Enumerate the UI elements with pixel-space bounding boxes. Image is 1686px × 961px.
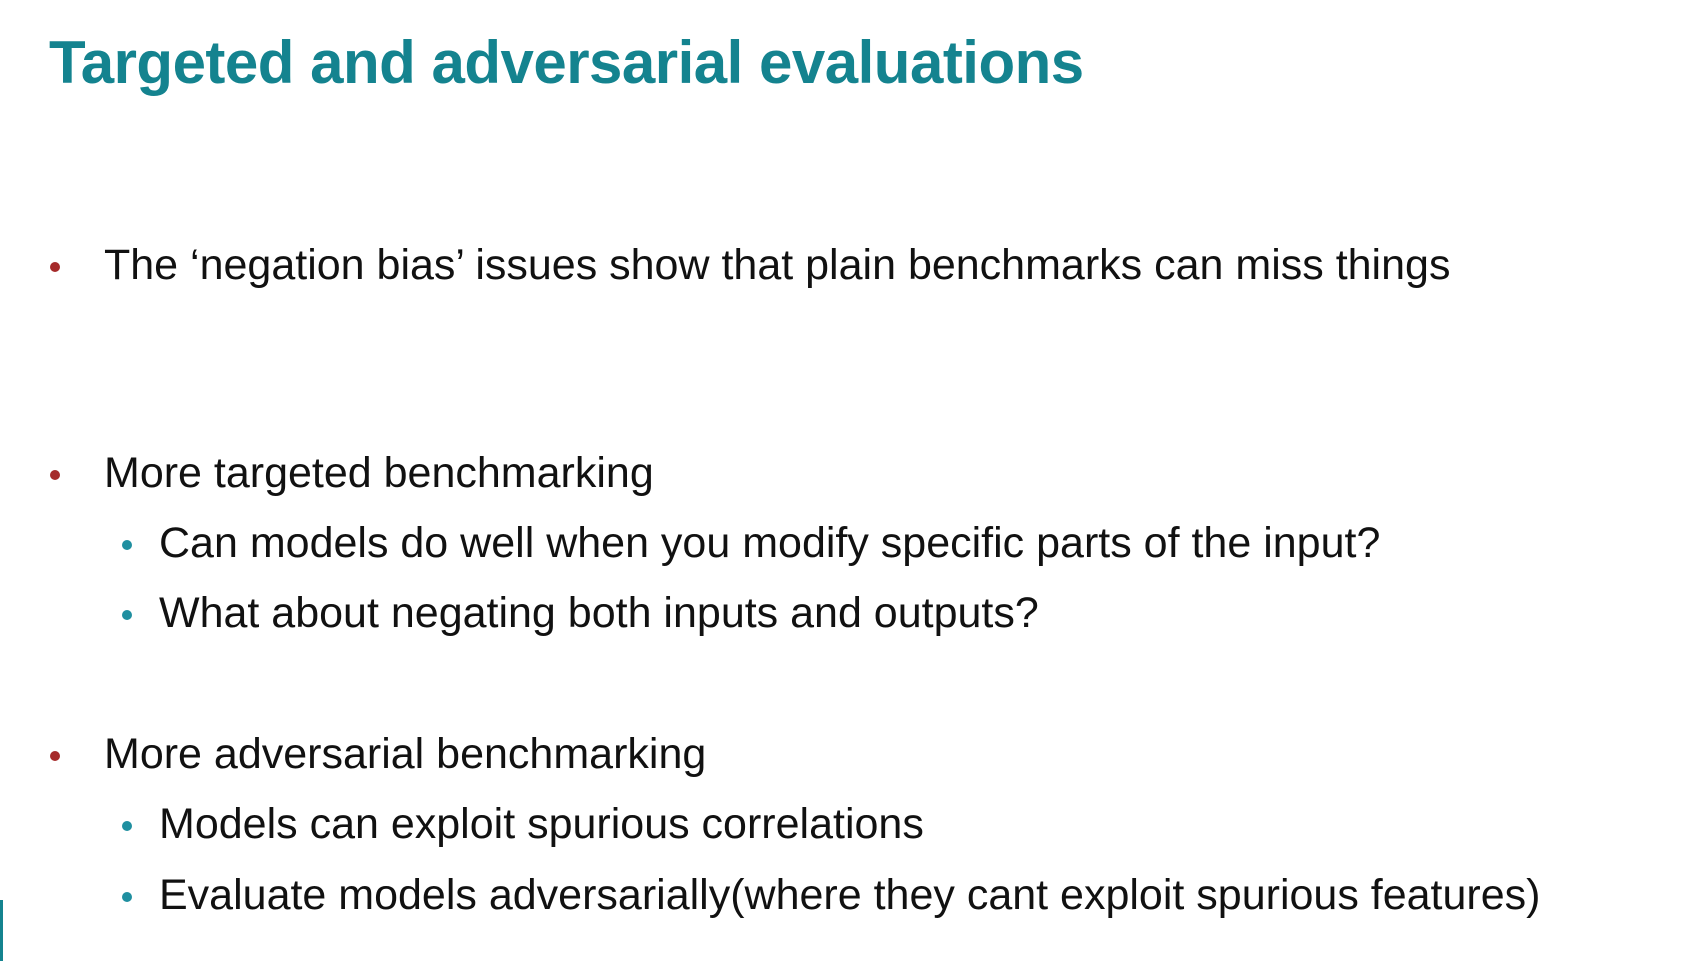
bullet-negation-bias: The ‘negation bias’ issues show that pla… (50, 244, 1450, 287)
sub-bullet-dot-icon (122, 820, 132, 831)
sub-bullet-text: Models can exploit spurious correlations (159, 800, 924, 848)
bullet-dot-icon (50, 750, 60, 761)
slide-title: Targeted and adversarial evaluations (49, 29, 1084, 96)
bullet-adversarial-benchmarking: More adversarial benchmarking (50, 733, 706, 776)
sub-bullet-evaluate-adversarially: Evaluate models adversarially(where they… (122, 874, 1540, 917)
sub-bullet-negating-inputs-outputs: What about negating both inputs and outp… (122, 592, 1039, 635)
bullet-targeted-benchmarking: More targeted benchmarking (50, 452, 654, 495)
accent-bar (0, 900, 3, 961)
bullet-dot-icon (50, 261, 60, 272)
bullet-text: The ‘negation bias’ issues show that pla… (104, 241, 1451, 289)
sub-bullet-spurious-correlations: Models can exploit spurious correlations (122, 803, 924, 846)
sub-bullet-dot-icon (122, 891, 132, 902)
bullet-dot-icon (50, 469, 60, 480)
sub-bullet-text: Evaluate models adversarially(where they… (159, 871, 1541, 919)
sub-bullet-text: Can models do well when you modify speci… (159, 519, 1381, 567)
sub-bullet-modify-input: Can models do well when you modify speci… (122, 522, 1380, 565)
bullet-text: More adversarial benchmarking (104, 730, 707, 778)
sub-bullet-dot-icon (122, 539, 132, 550)
sub-bullet-dot-icon (122, 609, 132, 620)
bullet-text: More targeted benchmarking (104, 449, 654, 497)
sub-bullet-text: What about negating both inputs and outp… (159, 589, 1039, 637)
